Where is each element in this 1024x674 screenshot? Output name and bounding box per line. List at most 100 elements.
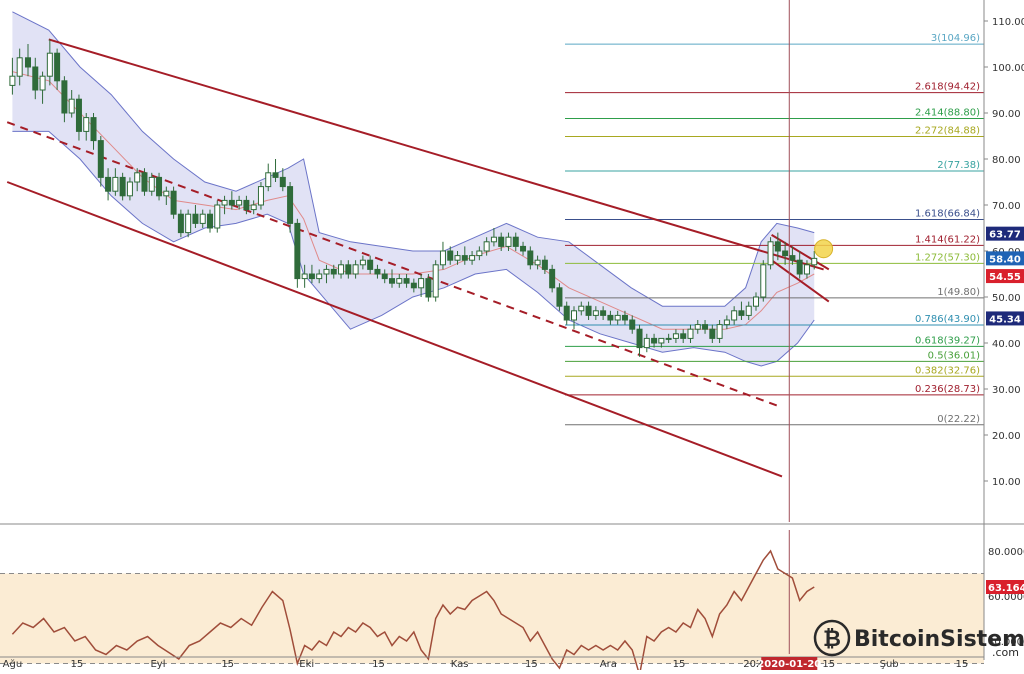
- candle[interactable]: [709, 324, 716, 343]
- candle[interactable]: [439, 241, 446, 270]
- candle[interactable]: [308, 264, 315, 284]
- candle[interactable]: [512, 232, 519, 251]
- candle[interactable]: [214, 200, 221, 233]
- candle[interactable]: [243, 195, 250, 215]
- candle[interactable]: [563, 301, 570, 325]
- candle[interactable]: [61, 76, 68, 123]
- candle[interactable]: [789, 246, 796, 265]
- candle[interactable]: [745, 301, 752, 320]
- candle[interactable]: [374, 264, 381, 279]
- candle[interactable]: [731, 306, 738, 325]
- candle[interactable]: [345, 260, 352, 279]
- candle[interactable]: [782, 241, 789, 265]
- candle[interactable]: [367, 255, 374, 274]
- candle[interactable]: [170, 186, 177, 219]
- candle[interactable]: [148, 172, 155, 196]
- candle[interactable]: [16, 48, 23, 86]
- candle[interactable]: [199, 209, 206, 228]
- candle[interactable]: [141, 168, 148, 196]
- candle[interactable]: [796, 251, 803, 279]
- candle[interactable]: [156, 172, 163, 201]
- candle[interactable]: [272, 159, 279, 182]
- candle[interactable]: [134, 168, 141, 192]
- recent-channel-top-line[interactable]: [771, 234, 830, 271]
- candle[interactable]: [571, 306, 577, 330]
- candle[interactable]: [105, 168, 112, 201]
- candle[interactable]: [694, 320, 701, 334]
- candle[interactable]: [39, 71, 46, 104]
- candle[interactable]: [177, 209, 184, 238]
- candle[interactable]: [774, 232, 781, 261]
- candle[interactable]: [301, 264, 308, 288]
- candle[interactable]: [381, 269, 388, 284]
- candle[interactable]: [753, 292, 759, 311]
- candle[interactable]: [112, 168, 119, 196]
- candle[interactable]: [97, 136, 104, 187]
- candle[interactable]: [338, 260, 345, 279]
- candle[interactable]: [359, 255, 366, 270]
- candle[interactable]: [228, 191, 235, 210]
- candle[interactable]: [221, 195, 228, 215]
- candle[interactable]: [454, 251, 461, 265]
- candle[interactable]: [541, 255, 548, 274]
- candle[interactable]: [527, 246, 534, 270]
- candle[interactable]: [389, 269, 395, 288]
- candle[interactable]: [432, 260, 439, 302]
- candle[interactable]: [490, 228, 497, 247]
- candle[interactable]: [767, 237, 774, 270]
- candle[interactable]: [119, 172, 126, 201]
- candle[interactable]: [629, 315, 636, 334]
- candle[interactable]: [760, 260, 767, 302]
- candle[interactable]: [636, 324, 643, 357]
- candle[interactable]: [279, 168, 286, 192]
- channel-upper-line[interactable]: [48, 38, 824, 271]
- channel-middle-dashed-line[interactable]: [6, 121, 783, 409]
- candle[interactable]: [403, 274, 410, 288]
- candle[interactable]: [250, 200, 257, 215]
- candle[interactable]: [330, 264, 337, 279]
- candle[interactable]: [163, 186, 170, 205]
- candle[interactable]: [9, 57, 16, 95]
- candle[interactable]: [316, 269, 323, 284]
- candle[interactable]: [651, 333, 658, 348]
- candle[interactable]: [83, 113, 90, 141]
- candle[interactable]: [811, 251, 818, 270]
- candle[interactable]: [469, 251, 476, 265]
- candle[interactable]: [658, 337, 665, 348]
- candle[interactable]: [600, 306, 607, 320]
- candle[interactable]: [549, 264, 556, 293]
- candle[interactable]: [498, 232, 505, 251]
- candle[interactable]: [483, 237, 490, 256]
- candle[interactable]: [287, 182, 294, 233]
- candle[interactable]: [716, 320, 723, 343]
- candle[interactable]: [54, 48, 61, 90]
- candle[interactable]: [803, 260, 810, 279]
- candle[interactable]: [425, 274, 432, 302]
- channel-lower-line[interactable]: [6, 181, 783, 478]
- candle[interactable]: [68, 90, 75, 118]
- candle[interactable]: [257, 182, 264, 210]
- candle[interactable]: [396, 274, 403, 288]
- candle[interactable]: [352, 260, 359, 279]
- candle[interactable]: [90, 113, 97, 150]
- candle[interactable]: [207, 209, 213, 233]
- candle[interactable]: [702, 320, 709, 334]
- candle[interactable]: [236, 195, 243, 210]
- price-panel[interactable]: 3(104.96) 2.618(94.42) 2.414(88.80) 2.272(8…: [6, 11, 984, 478]
- candle[interactable]: [643, 333, 650, 353]
- indicator-series-line[interactable]: [11, 549, 815, 674]
- candle[interactable]: [32, 57, 39, 100]
- candle[interactable]: [578, 301, 585, 316]
- candle[interactable]: [738, 301, 745, 320]
- candle[interactable]: [520, 241, 527, 256]
- candle[interactable]: [680, 329, 687, 343]
- candle[interactable]: [192, 205, 199, 228]
- candle[interactable]: [75, 94, 82, 141]
- candle[interactable]: [723, 315, 730, 330]
- candle[interactable]: [592, 306, 599, 320]
- candle[interactable]: [25, 44, 31, 77]
- candle[interactable]: [687, 324, 694, 343]
- candle[interactable]: [614, 310, 621, 325]
- candle[interactable]: [46, 39, 53, 86]
- candle[interactable]: [294, 218, 301, 288]
